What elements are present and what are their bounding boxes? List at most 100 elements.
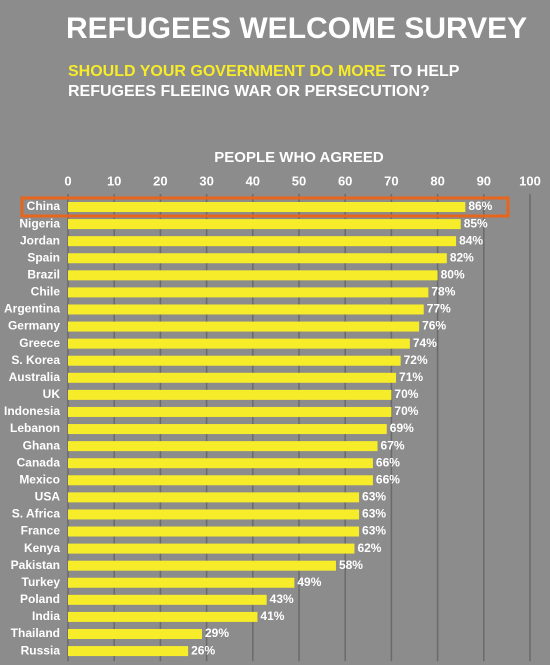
subtitle-highlight: SHOULD YOUR GOVERNMENT DO MORE — [68, 63, 386, 80]
subtitle-rest: TO HELP REFUGEES FLEEING WAR OR PERSECUT… — [68, 63, 460, 100]
y-tick-label: Poland — [20, 592, 60, 606]
x-tick-label: 100 — [519, 173, 541, 188]
data-label: 71% — [399, 370, 423, 384]
bar — [68, 492, 360, 503]
y-tick-label: UK — [43, 387, 61, 401]
x-tick-label: 50 — [292, 173, 306, 188]
data-label: 86% — [468, 199, 492, 213]
data-label: 69% — [390, 421, 414, 435]
bar — [68, 304, 424, 315]
y-tick-label: Canada — [17, 455, 61, 469]
data-label: 63% — [362, 524, 386, 538]
y-tick-label: Australia — [9, 370, 61, 384]
data-label: 85% — [464, 216, 488, 230]
data-label: 72% — [404, 353, 428, 367]
y-tick-label: Kenya — [24, 541, 60, 555]
data-label: 66% — [376, 472, 400, 486]
y-tick-label: Jordan — [20, 233, 60, 247]
bar — [68, 577, 295, 588]
data-label: 74% — [413, 336, 437, 350]
data-label: 29% — [205, 626, 229, 640]
y-tick-label: Turkey — [22, 575, 61, 589]
x-tick-label: 70 — [384, 173, 398, 188]
bar — [68, 629, 202, 639]
bar — [68, 424, 387, 435]
x-tick-label: 20 — [153, 173, 167, 188]
data-label: 58% — [339, 558, 363, 572]
y-tick-label: Nigeria — [19, 216, 60, 230]
data-label: 63% — [362, 507, 386, 521]
data-label: 78% — [431, 285, 455, 299]
y-tick-label: Chile — [31, 285, 61, 299]
y-tick-label: USA — [35, 490, 61, 504]
y-tick-label: Pakistan — [11, 558, 60, 572]
y-tick-label: Lebanon — [10, 421, 60, 435]
y-tick-label: India — [32, 609, 60, 623]
y-tick-label: China — [27, 199, 61, 213]
y-tick-label: Greece — [19, 336, 60, 350]
data-label: 66% — [376, 455, 400, 469]
chart-title: REFUGEES WELCOME SURVEY — [66, 12, 527, 45]
x-tick-label: 90 — [477, 173, 491, 188]
bar — [68, 560, 336, 571]
data-label: 80% — [441, 267, 465, 281]
bar — [68, 338, 410, 349]
bar — [68, 458, 373, 469]
bar — [68, 253, 447, 264]
bar — [68, 594, 267, 605]
data-label: 43% — [270, 592, 294, 606]
y-tick-label: S. Africa — [12, 507, 61, 521]
y-tick-label: Indonesia — [4, 404, 60, 418]
bar — [68, 321, 420, 332]
data-label: 84% — [459, 233, 483, 247]
subtitle: SHOULD YOUR GOVERNMENT DO MORE TO HELP R… — [68, 62, 508, 102]
x-axis-label: PEOPLE WHO AGREED — [214, 149, 384, 166]
y-tick-label: Argentina — [4, 302, 60, 316]
data-label: 70% — [394, 387, 418, 401]
data-label: 76% — [422, 319, 446, 333]
y-tick-label: France — [21, 524, 61, 538]
bar — [68, 372, 397, 383]
data-label: 67% — [381, 438, 405, 452]
bar — [68, 475, 373, 486]
y-tick-label: Spain — [27, 250, 60, 264]
data-label: 41% — [260, 609, 284, 623]
x-tick-label: 10 — [107, 173, 121, 188]
y-tick-label: Russia — [21, 643, 61, 657]
data-label: 63% — [362, 490, 386, 504]
y-tick-label: Mexico — [19, 472, 60, 486]
bar — [68, 646, 189, 657]
x-tick-label: 0 — [64, 173, 71, 188]
y-tick-label: Ghana — [23, 438, 61, 452]
data-label: 49% — [297, 575, 321, 589]
bar — [68, 406, 392, 417]
data-label: 82% — [450, 250, 474, 264]
x-tick-label: 40 — [246, 173, 260, 188]
x-tick-label: 80 — [430, 173, 444, 188]
bar — [68, 236, 457, 247]
data-label: 70% — [394, 404, 418, 418]
x-tick-label: 30 — [199, 173, 213, 188]
bar — [68, 526, 360, 537]
y-tick-label: Brazil — [27, 267, 60, 281]
bar — [68, 389, 392, 400]
highlight-box — [20, 196, 510, 218]
bar — [68, 270, 438, 281]
y-tick-label: Germany — [8, 319, 60, 333]
data-label: 62% — [357, 541, 381, 555]
bar — [68, 509, 360, 520]
bar — [68, 287, 429, 298]
bar — [68, 441, 378, 452]
x-tick-label: 60 — [338, 173, 352, 188]
bar — [68, 611, 258, 622]
y-tick-label: Thailand — [11, 626, 60, 640]
bar — [68, 202, 466, 212]
bar — [68, 355, 401, 366]
bar — [68, 219, 461, 230]
data-label: 77% — [427, 302, 451, 316]
data-label: 26% — [191, 643, 215, 657]
y-tick-label: S. Korea — [11, 353, 60, 367]
bar — [68, 543, 355, 554]
